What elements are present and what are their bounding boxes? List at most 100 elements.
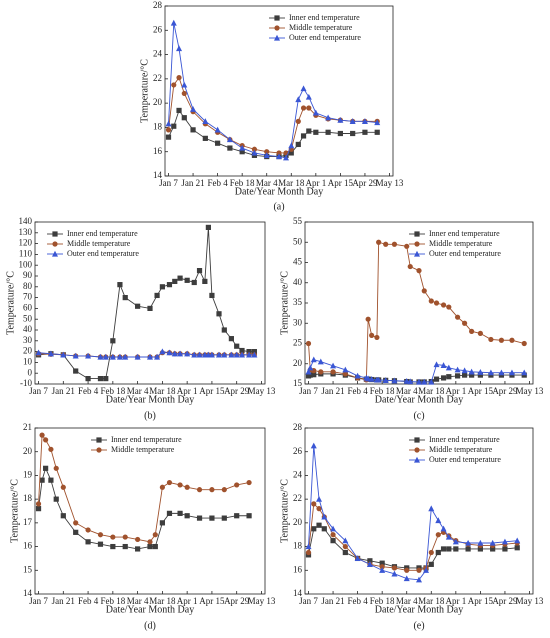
data-point — [264, 149, 270, 155]
data-point — [477, 539, 484, 546]
data-point — [283, 154, 290, 161]
data-point — [305, 340, 312, 347]
data-point — [305, 93, 312, 100]
legend-label: Outer end temperature — [429, 249, 501, 258]
data-point — [368, 375, 375, 382]
data-point — [251, 149, 258, 156]
x-tick-label: Jan 21 — [181, 178, 204, 188]
data-point — [440, 362, 447, 368]
x-tick-label: Mar 4 — [127, 596, 149, 606]
data-point — [325, 129, 331, 135]
data-point — [501, 538, 508, 545]
data-point — [72, 352, 79, 359]
data-point — [490, 546, 496, 552]
data-point — [170, 19, 177, 26]
data-point — [166, 510, 173, 516]
y-tick-label: 20 — [23, 446, 33, 456]
data-point — [239, 347, 245, 354]
series-line — [308, 359, 525, 383]
data-point — [433, 300, 440, 306]
x-tick-label: Jan 7 — [29, 596, 48, 606]
y-tick-label: 15 — [23, 564, 33, 574]
data-point — [469, 328, 475, 334]
data-point — [468, 368, 475, 375]
data-point — [318, 369, 324, 375]
data-point — [407, 378, 414, 385]
data-point — [416, 268, 422, 274]
data-point — [325, 114, 332, 121]
data-point — [181, 90, 187, 97]
data-point — [110, 338, 116, 344]
x-tick-label: Feb 18 — [100, 386, 125, 396]
data-point — [440, 302, 447, 308]
data-point — [312, 109, 319, 116]
data-point — [184, 277, 190, 283]
y-tick-label: 10 — [23, 356, 33, 366]
data-point — [445, 533, 452, 540]
x-tick-label: Jan 7 — [299, 386, 318, 396]
x-tick-label: Apr 1 — [445, 596, 466, 606]
data-point — [165, 120, 172, 127]
legend-marker — [274, 25, 280, 31]
data-point — [184, 350, 191, 357]
x-tick-label: Feb 4 — [78, 386, 99, 396]
data-point — [440, 525, 447, 532]
data-point — [202, 278, 208, 284]
y-axis-label: Temperature/°C — [279, 271, 290, 335]
data-point — [330, 538, 336, 544]
panel-label: (b) — [144, 410, 156, 421]
data-point — [134, 353, 141, 360]
y-tick-label: 28 — [153, 0, 163, 10]
x-tick-label: Jan 7 — [159, 178, 178, 188]
series-line — [308, 445, 518, 581]
data-point — [311, 526, 317, 532]
data-point — [498, 337, 505, 343]
y-tick-label: 18 — [153, 121, 163, 131]
data-point — [177, 510, 183, 516]
y-tick-label: 16 — [23, 541, 33, 551]
y-tick-label: 17 — [23, 517, 33, 527]
legend-marker — [414, 456, 420, 463]
y-tick-label: 30 — [23, 335, 33, 345]
y-tick-label: 35 — [293, 297, 303, 307]
panel-label: (c) — [413, 410, 424, 421]
data-point — [514, 537, 521, 544]
x-tick-label: Feb 18 — [370, 596, 395, 606]
data-point — [305, 368, 312, 375]
data-point — [221, 351, 228, 358]
data-point — [221, 327, 227, 333]
y-tick-label: 24 — [153, 49, 163, 59]
data-point — [307, 372, 313, 378]
y-tick-label: 45 — [293, 257, 303, 267]
data-point — [342, 549, 348, 556]
x-tick-label: Jan 7 — [29, 386, 48, 396]
y-tick-label: 50 — [293, 236, 303, 246]
data-point — [330, 532, 336, 538]
data-point — [435, 549, 441, 556]
data-point — [300, 133, 307, 139]
x-tick-label: Mar 4 — [396, 386, 418, 396]
data-point — [251, 349, 257, 355]
y-axis-label: Temperature/°C — [139, 59, 150, 123]
panel-label: (d) — [144, 620, 156, 631]
x-tick-label: May 13 — [248, 596, 276, 606]
x-tick-label: Feb 18 — [100, 596, 125, 606]
data-point — [166, 282, 173, 288]
data-point — [403, 575, 410, 582]
data-point — [300, 85, 307, 92]
y-tick-label: 24 — [293, 469, 303, 479]
x-tick-label: Apr 29 — [224, 386, 250, 396]
data-point — [342, 537, 349, 544]
data-point — [165, 127, 172, 133]
data-point — [48, 446, 54, 452]
data-point — [110, 543, 116, 550]
data-point — [47, 350, 54, 357]
data-point — [330, 362, 337, 369]
data-point — [209, 515, 215, 521]
data-point — [73, 368, 79, 374]
legend-label: Inner end temperature — [429, 435, 500, 444]
data-point — [488, 336, 494, 343]
data-point — [446, 304, 452, 310]
x-tick-label: Apr 15 — [468, 596, 494, 606]
